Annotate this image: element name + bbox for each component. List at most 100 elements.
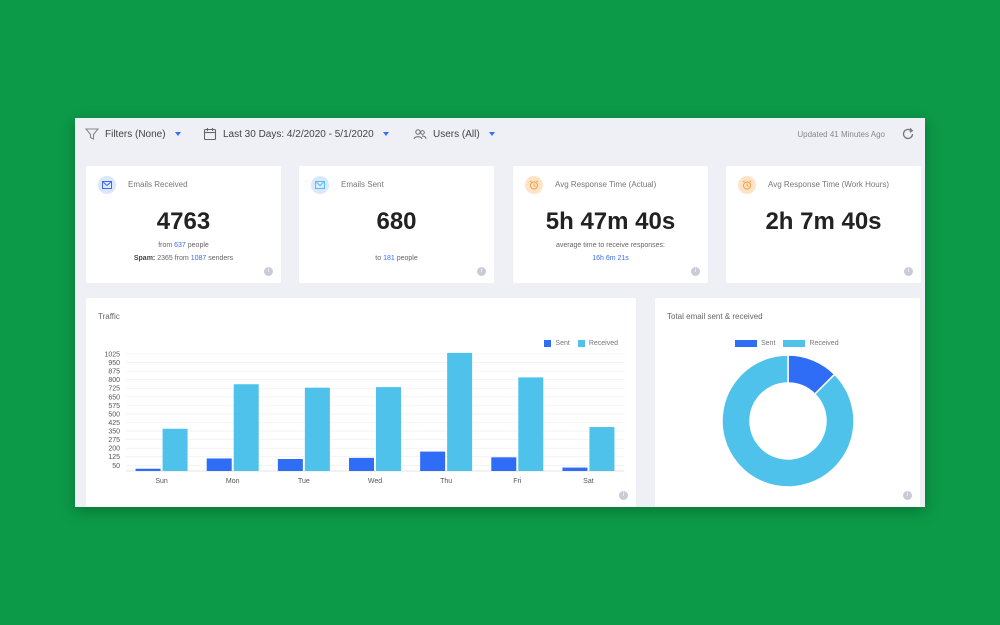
filters-dropdown[interactable]: Filters (None) <box>85 118 181 150</box>
legend-label: Sent <box>761 340 776 347</box>
x-tick-label: Thu <box>440 478 452 485</box>
subtext-part: to <box>375 255 384 262</box>
kpi-subtext: average time to receive responses: <box>556 242 665 249</box>
users-label: Users (All) <box>433 128 480 140</box>
kpi-subtext: to 181 people <box>299 255 494 262</box>
donut-title: Total email sent & received <box>667 312 763 321</box>
kpi-avg-response-work-hours: Avg Response Time (Work Hours) 2h 7m 40s… <box>726 166 921 283</box>
people-count: 181 <box>383 255 395 262</box>
response-time-value: 16h 6m 21s <box>592 255 629 262</box>
legend-item-received[interactable]: Received <box>783 340 839 347</box>
subtext-part: people <box>185 242 209 249</box>
donut-chart <box>721 354 855 488</box>
kpi-subtext: from 637 people <box>86 242 281 249</box>
bar-sent <box>206 458 232 471</box>
subtext-part: 2365 from <box>155 255 191 262</box>
legend-swatch <box>577 340 585 347</box>
kpi-title: Emails Sent <box>341 180 384 189</box>
bar-received <box>233 384 259 471</box>
legend-swatch <box>544 340 552 347</box>
date-range-label: Last 30 Days: 4/2/2020 - 5/1/2020 <box>223 128 374 140</box>
kpi-emails-received: Emails Received 4763 from 637 people Spa… <box>86 166 281 283</box>
traffic-title: Traffic <box>98 312 120 321</box>
kpi-title: Avg Response Time (Work Hours) <box>768 180 890 189</box>
bar-received <box>518 377 544 471</box>
email-icon <box>98 176 116 194</box>
x-tick-label: Wed <box>368 478 382 485</box>
toolbar: Filters (None) Last 30 Days: 4/2/2020 - … <box>75 118 925 150</box>
bar-sent <box>420 451 446 471</box>
legend-swatch <box>735 340 757 347</box>
users-dropdown[interactable]: Users (All) <box>413 118 495 150</box>
x-tick-label: Sat <box>583 478 594 485</box>
y-tick-label: 950 <box>108 360 120 367</box>
x-tick-label: Fri <box>513 478 522 485</box>
updated-timestamp: Updated 41 Minutes Ago <box>797 129 885 139</box>
bar-received <box>589 427 615 471</box>
legend-label: Received <box>588 340 618 347</box>
subtext-part: people <box>394 255 418 262</box>
kpi-emails-sent: Emails Sent 680 to 181 people i <box>299 166 494 283</box>
x-tick-label: Mon <box>226 478 240 485</box>
y-tick-label: 800 <box>108 377 120 384</box>
email-icon <box>311 176 329 194</box>
filter-icon <box>85 128 99 140</box>
kpi-spam-subtext: Spam: 2365 from 1087 senders <box>86 255 281 262</box>
bar-received <box>304 387 330 471</box>
date-range-dropdown[interactable]: Last 30 Days: 4/2/2020 - 5/1/2020 <box>203 118 389 150</box>
alarm-clock-icon <box>738 176 756 194</box>
calendar-icon <box>203 128 217 141</box>
refresh-icon[interactable] <box>901 127 915 141</box>
legend-item-sent[interactable]: Sent <box>735 340 775 347</box>
legend-item-sent[interactable]: Sent <box>544 340 570 347</box>
y-tick-label: 1025 <box>104 352 120 359</box>
bar-sent <box>562 467 588 471</box>
legend-item-received[interactable]: Received <box>577 340 618 347</box>
kpi-value: 4763 <box>156 208 211 235</box>
y-tick-label: 275 <box>108 437 120 444</box>
y-tick-label: 425 <box>108 420 120 427</box>
bar-received <box>447 352 473 471</box>
traffic-legend: Sent Received <box>544 340 618 347</box>
kpi-subtext-value: 16h 6m 21s <box>513 255 708 262</box>
kpi-title: Avg Response Time (Actual) <box>555 180 657 189</box>
alarm-clock-icon <box>525 176 543 194</box>
info-icon[interactable]: i <box>619 491 628 500</box>
users-icon <box>413 129 427 140</box>
y-tick-label: 875 <box>108 369 120 376</box>
y-tick-label: 500 <box>108 411 120 418</box>
kpi-value: 680 <box>376 208 417 235</box>
info-icon[interactable]: i <box>477 267 486 276</box>
chevron-down-icon <box>174 132 181 136</box>
y-tick-label: 725 <box>108 386 120 393</box>
filters-label: Filters (None) <box>105 128 166 140</box>
info-icon[interactable]: i <box>264 267 273 276</box>
kpi-avg-response-actual: Avg Response Time (Actual) 5h 47m 40s av… <box>513 166 708 283</box>
donut-slice-received <box>721 354 855 488</box>
legend-label: Received <box>809 340 839 347</box>
x-tick-label: Sun <box>155 478 168 485</box>
legend-swatch <box>783 340 806 347</box>
legend-label: Sent <box>555 340 570 347</box>
chevron-down-icon <box>488 132 495 136</box>
y-tick-label: 650 <box>108 394 120 401</box>
people-count: 637 <box>174 242 186 249</box>
info-icon[interactable]: i <box>904 267 913 276</box>
senders-count: 1087 <box>190 255 207 262</box>
y-tick-label: 50 <box>112 463 120 470</box>
traffic-panel: Traffic Sent Received 1025 950 875 800 725 65… <box>86 298 636 507</box>
y-tick-label: 575 <box>108 403 120 410</box>
bar-sent <box>277 459 303 471</box>
info-icon[interactable]: i <box>691 267 700 276</box>
kpi-value: 2h 7m 40s <box>765 208 882 235</box>
donut-legend: Sent Received <box>735 340 839 347</box>
spam-label: Spam: <box>133 255 156 262</box>
bar-sent <box>349 457 374 471</box>
info-icon[interactable]: i <box>903 491 912 500</box>
dashboard-window: Filters (None) Last 30 Days: 4/2/2020 - … <box>75 118 925 507</box>
y-tick-label: 200 <box>108 446 120 453</box>
kpi-title: Emails Received <box>128 180 188 189</box>
x-tick-label: Tue <box>298 478 310 485</box>
chevron-down-icon <box>382 132 389 136</box>
